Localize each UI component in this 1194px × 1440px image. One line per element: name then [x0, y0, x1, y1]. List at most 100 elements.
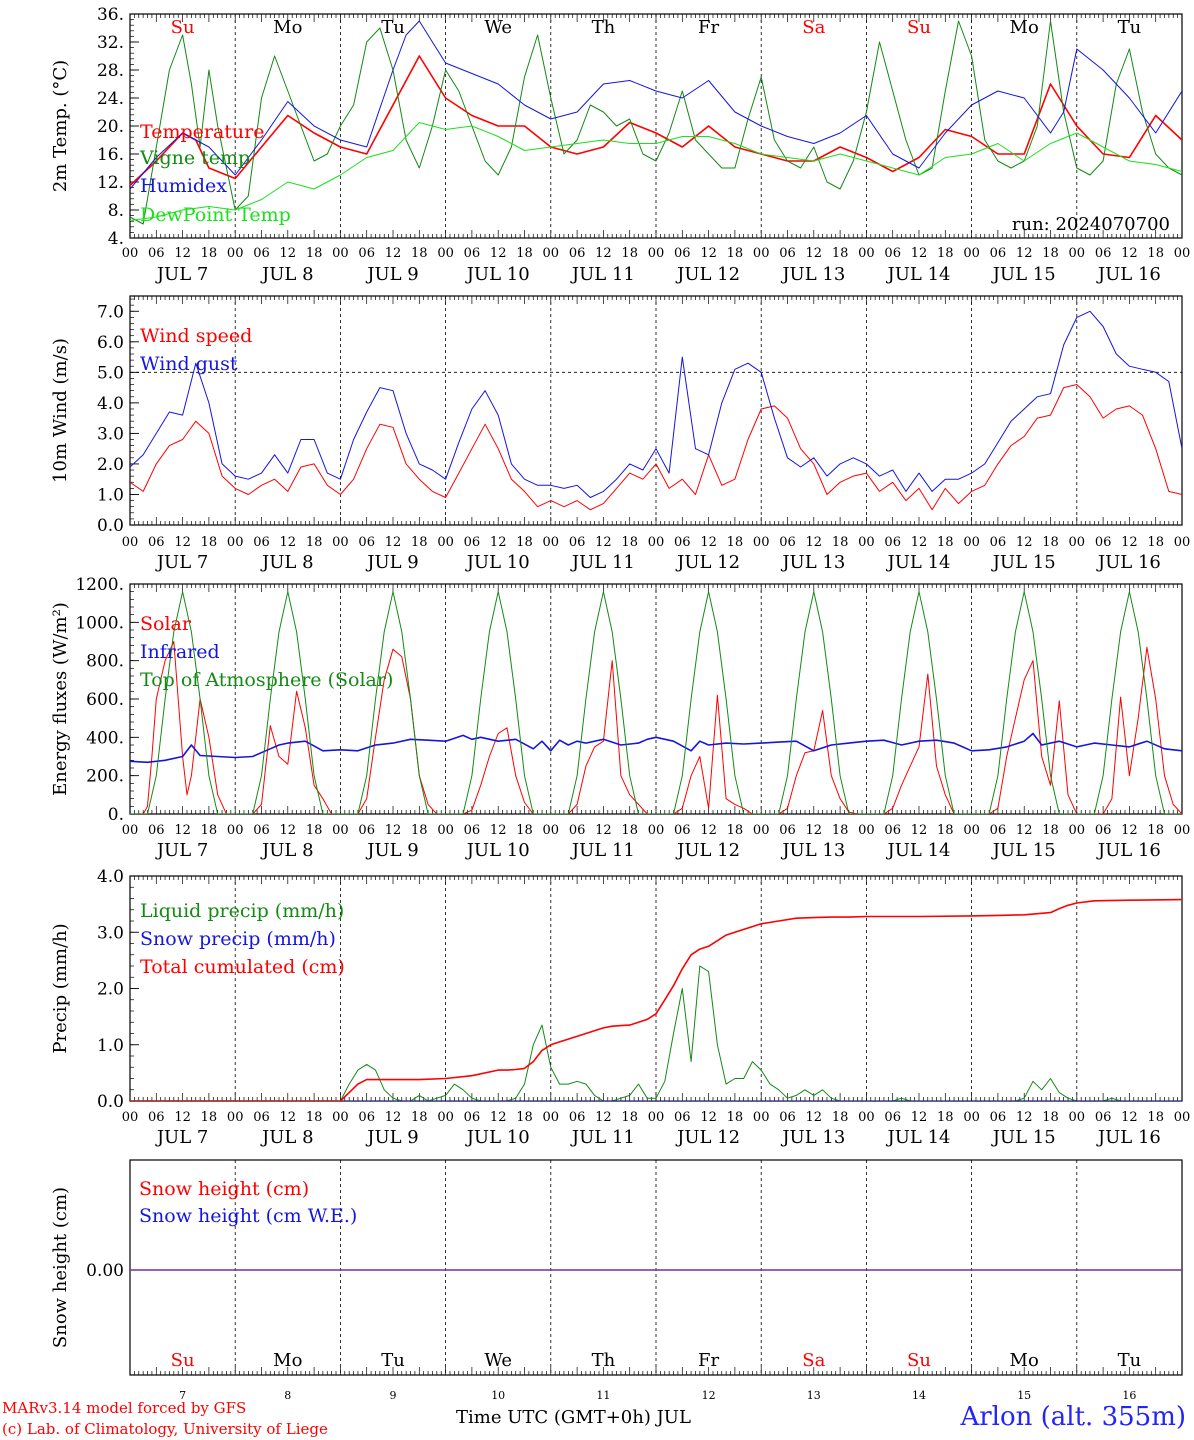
hour-tick-label: 00	[648, 823, 665, 838]
y-tick-label: 3.0	[97, 424, 124, 444]
y-tick-label: 4.0	[97, 394, 124, 414]
hour-tick-label: 00	[1069, 1110, 1086, 1125]
hour-tick-label: 06	[1095, 246, 1112, 261]
hour-tick-label: 12	[385, 246, 402, 261]
legend-entry: Liquid precip (mm/h)	[140, 900, 344, 922]
weekday-label: Fr	[698, 17, 719, 38]
weekday-label: Mo	[1010, 1350, 1039, 1371]
day-number-label: 13	[807, 1389, 821, 1400]
date-label: JUL 8	[260, 552, 314, 573]
hour-tick-label: 06	[148, 823, 165, 838]
hour-tick-label: 18	[832, 246, 849, 261]
y-tick-label: 2.0	[97, 455, 124, 475]
hour-tick-label: 06	[990, 246, 1007, 261]
hour-tick-label: 06	[358, 535, 375, 550]
date-label: JUL 9	[365, 552, 419, 573]
y-tick-label: 1.0	[97, 485, 124, 505]
series-line-solar	[130, 641, 1182, 814]
y-tick-label: 0.0	[97, 1092, 124, 1112]
date-label: JUL 13	[780, 1127, 845, 1148]
hour-tick-label: 06	[569, 1110, 586, 1125]
hour-tick-label: 12	[595, 1110, 612, 1125]
hour-tick-label: 18	[201, 535, 218, 550]
hour-tick-label: 12	[1121, 1110, 1138, 1125]
hour-tick-label: 18	[937, 1110, 954, 1125]
hour-tick-label: 00	[753, 246, 770, 261]
meteogram: 4. 8. 12. 16. 20. 24. 28. 32. 36. 2m Temp. (°C) Su…	[50, 5, 1191, 1400]
hour-tick-label: 18	[832, 823, 849, 838]
hour-tick-label: 06	[779, 823, 796, 838]
hour-tick-label: 18	[621, 535, 638, 550]
hour-tick-label: 12	[911, 823, 928, 838]
y-tick-label: 12.	[97, 173, 124, 193]
hour-tick-label: 06	[990, 1110, 1007, 1125]
series-line-wind-speed	[130, 384, 1182, 511]
hour-tick-label: 18	[1147, 1110, 1164, 1125]
y-tick-label: 4.	[108, 229, 124, 249]
hour-tick-label: 00	[437, 246, 454, 261]
hour-tick-label: 06	[884, 535, 901, 550]
date-label: JUL 10	[465, 552, 530, 573]
panel-temp: 4. 8. 12. 16. 20. 24. 28. 32. 36. 2m Temp. (°C) Su…	[50, 5, 1190, 285]
hour-tick-label: 06	[148, 246, 165, 261]
location-label: Arlon (alt. 355m)	[960, 1402, 1186, 1432]
y-tick-label: 0.00	[86, 1261, 124, 1281]
hour-tick-label: 06	[1095, 823, 1112, 838]
hour-tick-label: 12	[806, 823, 823, 838]
date-label: JUL 10	[465, 840, 530, 861]
date-label: JUL 11	[570, 1127, 635, 1148]
hour-tick-label: 00	[227, 535, 244, 550]
hour-tick-label: 00	[753, 535, 770, 550]
weekday-label: Tu	[1118, 1350, 1142, 1371]
y-tick-label: 600.	[86, 690, 124, 710]
series-group	[130, 898, 1182, 1101]
hour-tick-label: 00	[858, 1110, 875, 1125]
date-label: JUL 16	[1096, 840, 1161, 861]
weekday-label: Tu	[1118, 17, 1142, 38]
hour-tick-label: 12	[1121, 823, 1138, 838]
hour-tick-label: 00	[963, 823, 980, 838]
weekday-label: Su	[907, 1350, 931, 1371]
panel-precip: 0.0 1.0 2.0 3.0 4.0 Precip (mm/h) Liquid preci…	[50, 867, 1190, 1148]
date-label: JUL 13	[780, 552, 845, 573]
hour-tick-label: 00	[858, 535, 875, 550]
hour-tick-label: 00	[963, 246, 980, 261]
hour-tick-label: 00	[963, 535, 980, 550]
hour-tick-label: 00	[1174, 535, 1191, 550]
y-tick-label: 16.	[97, 145, 124, 165]
run-annotation: run: 2024070700	[1012, 214, 1170, 235]
hour-tick-label: 12	[174, 1110, 191, 1125]
weekday-label: We	[484, 1350, 512, 1371]
hour-tick-label: 18	[1147, 246, 1164, 261]
hour-tick-label: 18	[516, 1110, 533, 1125]
hour-tick-label: 00	[122, 535, 139, 550]
date-label: JUL 16	[1096, 264, 1161, 285]
hour-tick-label: 12	[490, 535, 507, 550]
date-label: JUL 12	[675, 1127, 740, 1148]
day-number-label: 9	[390, 1389, 397, 1400]
hour-tick-label: 06	[253, 246, 270, 261]
hour-tick-label: 12	[280, 1110, 297, 1125]
hour-tick-label: 12	[385, 535, 402, 550]
day-number-label: 15	[1017, 1389, 1031, 1400]
legend-entry: Snow precip (mm/h)	[140, 928, 336, 950]
date-label: JUL 12	[675, 264, 740, 285]
series-line-dewpoint-temp	[130, 122, 1182, 221]
hour-tick-label: 00	[1069, 823, 1086, 838]
hour-tick-label: 12	[174, 246, 191, 261]
y-axis-label: Precip (mm/h)	[50, 923, 71, 1053]
credit-line-1: MARv3.14 model forced by GFS	[2, 1399, 247, 1417]
date-label: JUL 8	[260, 840, 314, 861]
hour-tick-label: 12	[595, 823, 612, 838]
legend-entry: Snow height (cm)	[139, 1178, 309, 1200]
hour-tick-label: 06	[253, 535, 270, 550]
y-tick-label: 28.	[97, 61, 124, 81]
date-label: JUL 7	[155, 552, 209, 573]
weekday-label: Mo	[273, 1350, 302, 1371]
weekday-label: Sa	[802, 17, 825, 38]
hour-tick-label: 00	[1174, 246, 1191, 261]
hour-tick-label: 06	[884, 246, 901, 261]
weekday-label: Sa	[802, 1350, 825, 1371]
day-number-label: 14	[912, 1389, 926, 1400]
series-line-liquid-precip-mm-h	[130, 965, 1182, 1101]
